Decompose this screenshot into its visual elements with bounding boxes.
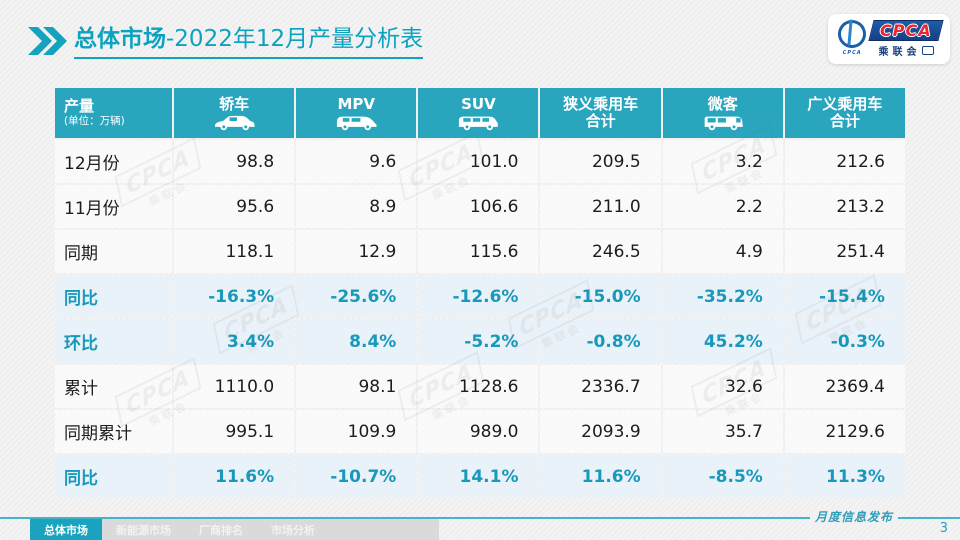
page-title-rest: -2022年12月产量分析表 (166, 26, 424, 52)
production-table: 产量 (单位：万辆) 轿车 MPV SUV (55, 88, 905, 498)
table-cell: -25.6% (296, 275, 417, 318)
nav-tab-overall-market[interactable]: 总体市场 (30, 519, 102, 540)
cpca-chinese-name: 乘联会 (879, 43, 934, 58)
column-header-suv: SUV (418, 88, 539, 138)
row-label: 同比 (55, 455, 172, 498)
column-header-sedan: 轿车 (174, 88, 295, 138)
table-cell: 246.5 (540, 230, 661, 273)
page-title: 总体市场-2022年12月产量分析表 (74, 24, 424, 59)
table-cell: 14.1% (418, 455, 539, 498)
table-cell: 109.9 (296, 410, 417, 453)
table-cell: 118.1 (174, 230, 295, 273)
table-cell: 35.7 (662, 410, 783, 453)
row-label: 同期累计 (55, 410, 172, 453)
nav-tab-nev-market[interactable]: 新能源市场 (102, 519, 185, 540)
table-cell: 1110.0 (174, 365, 295, 408)
footer-publication-label: 月度信息发布 (810, 508, 898, 525)
table-cell: 213.2 (784, 185, 905, 228)
row-label: 累计 (55, 365, 172, 408)
table-cell: 95.6 (174, 185, 295, 228)
mini-car-icon (921, 46, 934, 55)
footer-divider-line (0, 517, 960, 519)
table-cell: 4.9 (662, 230, 783, 273)
table-cell: 106.6 (418, 185, 539, 228)
table-cell: -15.4% (784, 275, 905, 318)
table-cell: -12.6% (418, 275, 539, 318)
cpca-emblem-icon: CPCA (835, 16, 870, 58)
table-cell: 11.6% (540, 455, 661, 498)
table-cell: -5.2% (418, 320, 539, 363)
row-label: 环比 (55, 320, 172, 363)
table-cell: 115.6 (418, 230, 539, 273)
column-header-narrow-pv: 狭义乘用车 合计 (540, 88, 661, 138)
slide-header: 总体市场-2022年12月产量分析表 (28, 24, 424, 59)
table-cell: -10.7% (296, 455, 417, 498)
table-cell: -0.8% (540, 320, 661, 363)
nav-tab-market-analysis[interactable]: 市场分析 (257, 519, 329, 540)
page-number: 3 (939, 521, 948, 536)
page-title-highlight: 总体市场 (74, 26, 166, 52)
table-cell: 3.2 (662, 140, 783, 183)
double-chevron-right-icon (28, 27, 67, 55)
cpca-wordmark: CPCA (868, 20, 944, 41)
table-cell: -35.2% (662, 275, 783, 318)
table-cell: 2336.7 (540, 365, 661, 408)
table-cell: 8.4% (296, 320, 417, 363)
table-cell: 98.8 (174, 140, 295, 183)
table-cell: 45.2% (662, 320, 783, 363)
table-cell: 251.4 (784, 230, 905, 273)
table-cell: 2.2 (662, 185, 783, 228)
table-cell: 12.9 (296, 230, 417, 273)
table-cell: 995.1 (174, 410, 295, 453)
sedan-icon (215, 115, 255, 130)
nav-tab-oem-ranking[interactable]: 厂商排名 (185, 519, 257, 540)
table-cell: 1128.6 (418, 365, 539, 408)
nav-filler (329, 519, 439, 540)
table-cell: 209.5 (540, 140, 661, 183)
section-nav: 总体市场 新能源市场 厂商排名 市场分析 (30, 519, 439, 540)
table-cell: 9.6 (296, 140, 417, 183)
mpv-icon (337, 116, 377, 130)
table-cell: -8.5% (662, 455, 783, 498)
table-cell: 2093.9 (540, 410, 661, 453)
table-cell: 101.0 (418, 140, 539, 183)
table-cell: 11.3% (784, 455, 905, 498)
table-cell: 98.1 (296, 365, 417, 408)
cpca-logo: CPCA CPCA 乘联会 (828, 14, 950, 64)
row-label: 12月份 (55, 140, 172, 183)
table-cell: 11.6% (174, 455, 295, 498)
column-header-broad-pv: 广义乘用车 合计 (784, 88, 905, 138)
suv-icon (459, 116, 499, 130)
row-label: 同比 (55, 275, 172, 318)
table-header-unit: 产量 (单位：万辆) (55, 88, 172, 138)
column-header-mpv: MPV (296, 88, 417, 138)
table-cell: -15.0% (540, 275, 661, 318)
table-cell: -16.3% (174, 275, 295, 318)
minibus-icon (704, 116, 743, 130)
table-cell: 211.0 (540, 185, 661, 228)
table-cell: 212.6 (784, 140, 905, 183)
row-label: 11月份 (55, 185, 172, 228)
column-header-minibus: 微客 (662, 88, 783, 138)
table-cell: -0.3% (784, 320, 905, 363)
table-cell: 2129.6 (784, 410, 905, 453)
table-cell: 989.0 (418, 410, 539, 453)
table-cell: 2369.4 (784, 365, 905, 408)
row-label: 同期 (55, 230, 172, 273)
table-cell: 3.4% (174, 320, 295, 363)
table-cell: 8.9 (296, 185, 417, 228)
table-cell: 32.6 (662, 365, 783, 408)
